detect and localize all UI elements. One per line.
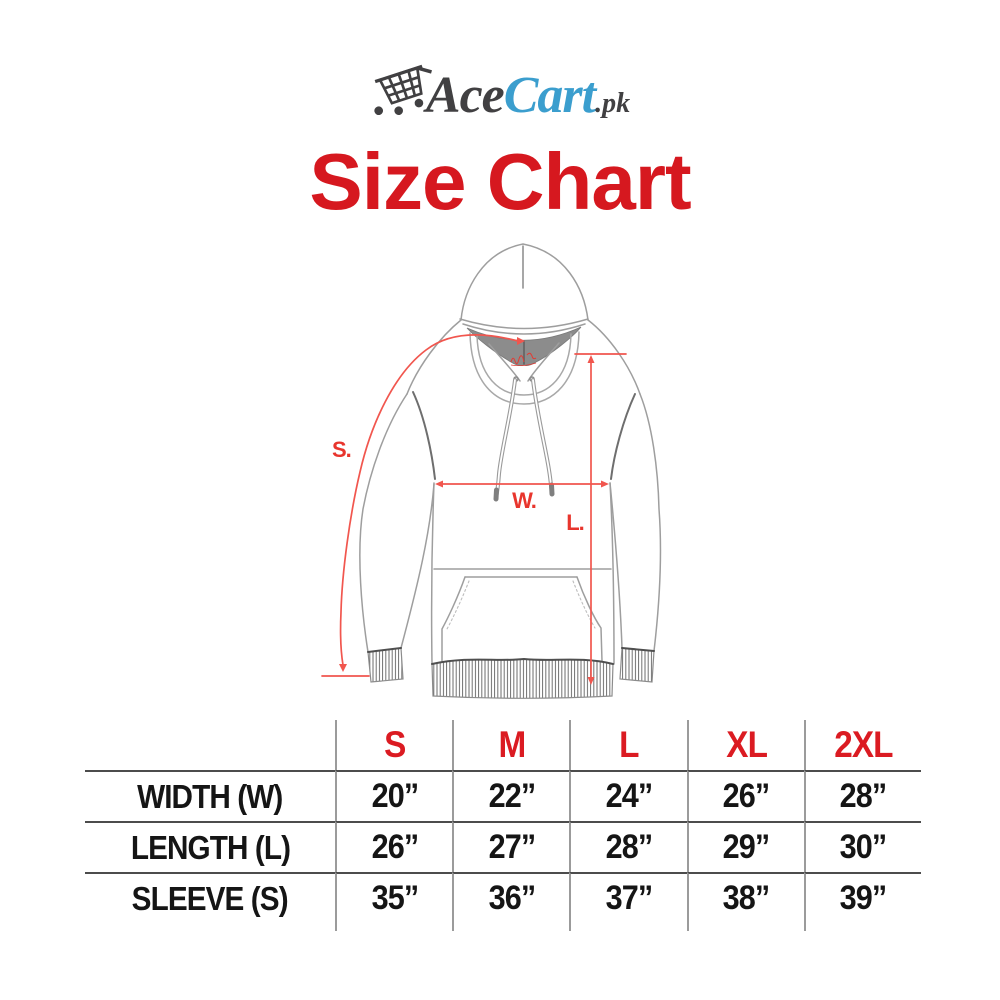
cart-logo-icon bbox=[374, 64, 432, 116]
width-measure-label: W. bbox=[512, 488, 536, 513]
logo-text-domain: .pk bbox=[595, 88, 631, 119]
size-value-cell: 26” bbox=[335, 821, 453, 872]
size-column-header-2xl: 2XL bbox=[803, 720, 921, 770]
size-value-cell: 22” bbox=[452, 770, 570, 821]
size-value-cell: 26” bbox=[686, 770, 804, 821]
hoodie-measurement-diagram: S. W. L. bbox=[321, 243, 662, 699]
logo-acecart: Ace Cart .pk bbox=[0, 44, 1000, 124]
size-column-header-m: M bbox=[452, 720, 569, 770]
size-value-cell: 24” bbox=[569, 770, 687, 821]
size-value-cell: 28” bbox=[569, 821, 687, 872]
measurement-arrows bbox=[321, 334, 627, 685]
size-row-label: SLEEVE (S) bbox=[85, 872, 335, 923]
size-value-cell: 20” bbox=[335, 770, 453, 821]
size-value-cell: 27” bbox=[452, 821, 570, 872]
size-value-cell: 38” bbox=[686, 872, 804, 923]
size-value-cell: 37” bbox=[569, 872, 687, 923]
hoodie-line-drawing bbox=[359, 243, 662, 699]
size-value-cell: 30” bbox=[803, 821, 921, 872]
logo-text-cart: Cart bbox=[503, 67, 596, 124]
sleeve-measure-label: S. bbox=[332, 437, 351, 462]
size-value-cell: 36” bbox=[452, 872, 570, 923]
size-column-header-l: L bbox=[569, 720, 686, 770]
table-line-extension bbox=[452, 923, 569, 931]
table-line-extension bbox=[85, 923, 335, 931]
table-line-extension bbox=[803, 923, 921, 931]
size-column-header-xl: XL bbox=[686, 720, 804, 770]
size-row-label: WIDTH (W) bbox=[85, 770, 335, 821]
size-row-label: LENGTH (L) bbox=[85, 821, 335, 872]
length-measure-label: L. bbox=[566, 510, 584, 535]
size-value-cell: 29” bbox=[686, 821, 804, 872]
logo-text-ace: Ace bbox=[425, 67, 505, 124]
size-value-cell: 35” bbox=[335, 872, 453, 923]
table-line-extension bbox=[335, 923, 452, 931]
size-value-cell: 39” bbox=[803, 872, 921, 923]
size-column-header-s: S bbox=[335, 720, 452, 770]
size-table-corner-cell bbox=[85, 720, 335, 770]
table-line-extension bbox=[569, 923, 686, 931]
size-table: S M L XL 2XL WIDTH (W) 20” 22” 24” 26” 28” LENGTH (… bbox=[85, 720, 921, 931]
chest-brand-script-icon bbox=[510, 352, 537, 367]
size-value-cell: 28” bbox=[803, 770, 921, 821]
page-title: Size Chart bbox=[309, 137, 691, 226]
table-line-extension bbox=[686, 923, 804, 931]
